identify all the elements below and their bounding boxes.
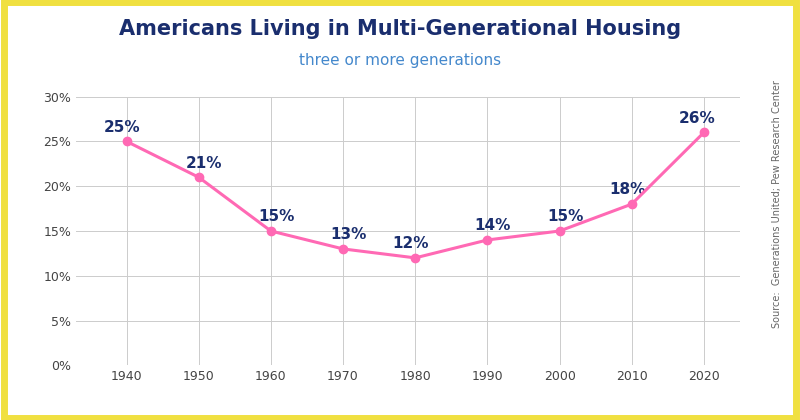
Text: 12%: 12% — [393, 236, 430, 251]
Text: 26%: 26% — [678, 111, 715, 126]
Text: 25%: 25% — [104, 120, 141, 135]
Text: Source:  Generations United; Pew Research Center: Source: Generations United; Pew Research… — [772, 80, 782, 328]
Text: 18%: 18% — [610, 182, 646, 197]
Text: 13%: 13% — [330, 227, 366, 242]
Text: three or more generations: three or more generations — [299, 52, 501, 68]
Text: 14%: 14% — [474, 218, 511, 233]
Text: 15%: 15% — [547, 209, 583, 224]
Text: Americans Living in Multi-Generational Housing: Americans Living in Multi-Generational H… — [119, 19, 681, 39]
Text: 15%: 15% — [258, 209, 294, 224]
Text: 21%: 21% — [186, 155, 222, 171]
